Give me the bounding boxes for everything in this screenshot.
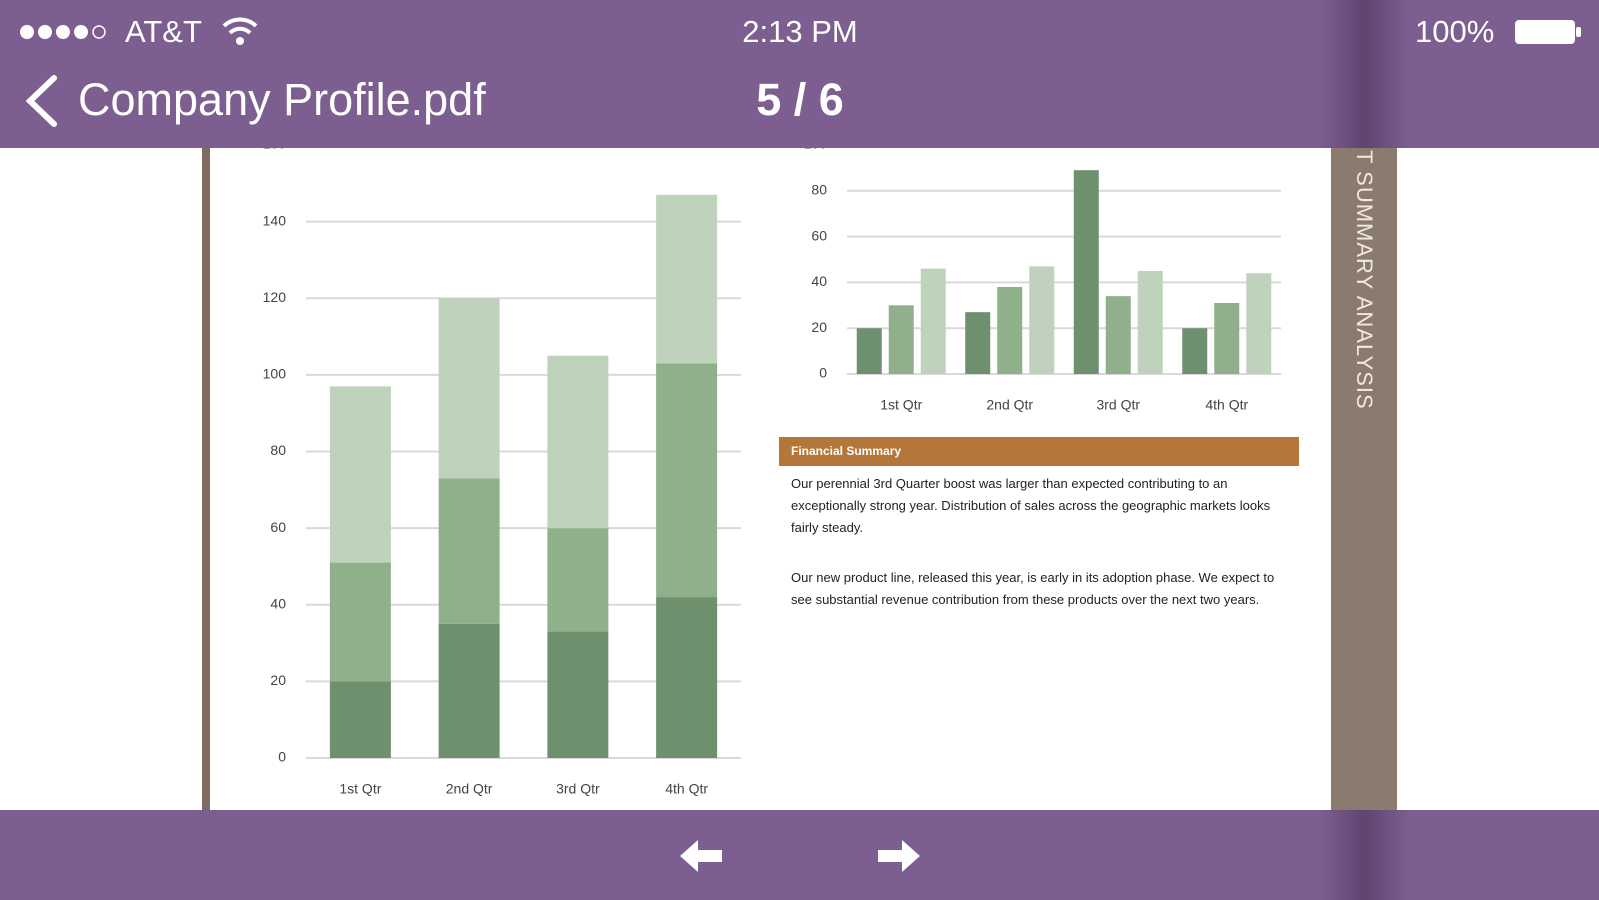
bar-segment: [438, 623, 500, 758]
next-page[interactable]: [874, 838, 922, 874]
bar-segment: [656, 597, 718, 758]
y-tick-label: 0: [278, 749, 286, 765]
paragraph: Our perennial 3rd Quarter boost was larg…: [791, 476, 1271, 535]
y-tick-label: 40: [811, 273, 827, 289]
y-tick-label: 120: [263, 289, 287, 305]
bar-segment: [329, 681, 391, 758]
bar-segment: [656, 194, 718, 364]
previous-page[interactable]: [678, 838, 726, 874]
carrier: AT&T: [125, 14, 202, 49]
bar: [920, 268, 946, 374]
bar-segment: [547, 528, 609, 632]
y-tick-label: 20: [270, 672, 286, 688]
shadow: [1320, 810, 1410, 900]
y-tick-label: 80: [270, 442, 286, 458]
header: AT&T 2:13 PM 100% Company Profile.pdf 5 …: [0, 0, 1599, 148]
battery-icon: [1515, 20, 1581, 44]
battery-level: 100%: [1415, 14, 1495, 49]
y-tick-label: 20: [811, 319, 827, 335]
bar-segment: [547, 631, 609, 758]
x-tick-label: 4th Qtr: [665, 781, 708, 797]
x-tick-label: 1st Qtr: [339, 781, 381, 797]
back-button[interactable]: [22, 74, 62, 128]
x-tick-label: 2nd Qtr: [446, 781, 493, 797]
y-tick-label: 80: [811, 182, 827, 198]
y-tick-label: 60: [811, 227, 827, 243]
wifi-icon: [222, 17, 258, 45]
bar-segment: [438, 478, 500, 624]
bar-segment: [547, 355, 609, 529]
bar: [1029, 266, 1055, 374]
y-tick-label: 100: [263, 366, 287, 382]
summary-banner: Financial Summary: [779, 437, 1299, 466]
y-tick-label: 0: [819, 365, 827, 381]
bar-segment: [438, 298, 500, 479]
summary-heading: Financial Summary: [791, 444, 902, 458]
x-tick-label: 3rd Qtr: [1096, 397, 1140, 413]
bar-segment: [656, 363, 718, 598]
page-indicator: 5 / 6: [756, 74, 844, 125]
bar: [1246, 273, 1272, 374]
document-title: Company Profile.pdf: [78, 74, 486, 125]
left-margin: [0, 148, 202, 810]
page-edge: [202, 148, 210, 810]
bar: [1182, 328, 1208, 374]
time: 2:13 PM: [742, 14, 858, 49]
shadow: [1320, 0, 1410, 148]
bar-segment: [329, 562, 391, 682]
y-tick-label: 40: [270, 595, 286, 611]
bar: [856, 328, 882, 374]
bar: [1137, 270, 1163, 374]
x-tick-label: 2nd Qtr: [986, 397, 1033, 413]
signal: [20, 25, 106, 39]
y-tick-label: 60: [270, 519, 286, 535]
side-tab: [1331, 148, 1397, 810]
bar-segment: [329, 386, 391, 563]
y-tick-label: 140: [263, 212, 287, 228]
x-tick-label: 4th Qtr: [1205, 397, 1248, 413]
bar: [965, 312, 991, 374]
bar: [1105, 296, 1131, 374]
x-tick-label: 1st Qtr: [880, 397, 922, 413]
toolbar: [0, 810, 1599, 900]
x-tick-label: 3rd Qtr: [556, 781, 600, 797]
bar: [1073, 170, 1099, 374]
bar: [1214, 303, 1240, 374]
bar: [997, 286, 1023, 374]
paragraph: Our new product line, released this year…: [791, 570, 1275, 607]
bar: [888, 305, 914, 374]
